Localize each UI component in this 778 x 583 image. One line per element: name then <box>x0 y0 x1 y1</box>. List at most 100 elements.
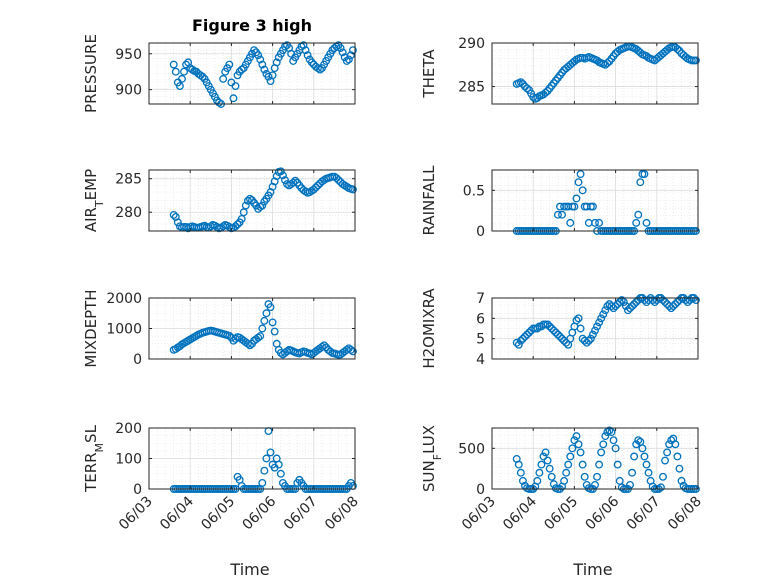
panel-6-data-point <box>593 322 602 331</box>
panel-6-y-tick-label: 7 <box>476 291 485 307</box>
panel-3-y-tick-label: 280 <box>115 205 142 221</box>
panel-3-data-point <box>313 181 322 190</box>
panel-4-major-grid <box>492 170 698 231</box>
panel-2-data-point <box>541 88 550 97</box>
panel-8-data-point <box>663 448 672 457</box>
panel-3-axes: 280 285 AIRTEMP <box>82 167 357 233</box>
panel-2-axes-box <box>491 42 699 105</box>
panel-1-data-point <box>342 56 351 65</box>
panel-6-data-point <box>597 314 606 323</box>
panel-6-data-point <box>545 322 554 331</box>
panel-4-data-point <box>634 210 643 219</box>
panel-8-axes-box <box>491 427 699 490</box>
panel-4-data-point <box>574 178 583 187</box>
panel-8-data-point <box>580 472 589 481</box>
panel-8-data-point <box>667 436 676 445</box>
panel-6-data-point <box>601 306 610 315</box>
panel-8-x-axis-label: Time <box>572 560 612 579</box>
panel-5-data-point <box>348 347 357 356</box>
panel-8-data-point <box>518 476 527 485</box>
panel-7-data-point <box>258 478 267 487</box>
panel-8-data-point <box>630 452 639 461</box>
panel-6-data-point <box>617 296 626 304</box>
panel-6-axes: 4 5 6 7 H2OMIXRA <box>420 288 700 369</box>
panel-6-data-point <box>562 338 571 347</box>
panel-6-data-point <box>671 300 680 309</box>
panel-8-data-point <box>673 452 682 461</box>
panel-1-data-point <box>346 51 355 60</box>
panel-6-data-point <box>624 306 632 315</box>
panel-1-data-point <box>256 55 265 64</box>
panel-7-y-tick-label: 0 <box>133 482 142 498</box>
panel-3-data-point <box>258 201 267 210</box>
panel-6-data-point <box>586 334 595 343</box>
panel-6-axes-box <box>491 297 699 360</box>
panel-6-y-tick-label: 4 <box>476 352 485 368</box>
panel-8-data-point <box>574 440 583 449</box>
panel-3-data-point <box>169 210 178 219</box>
panel-8-data-point <box>603 428 612 437</box>
panel-1-data-point <box>231 82 240 91</box>
panel-1-data-point <box>336 44 345 52</box>
panel-1-data-point <box>299 41 308 50</box>
panel-8-data-point <box>593 472 602 481</box>
panel-3-data-point <box>332 174 341 182</box>
panel-8-data-point <box>545 464 554 473</box>
panel-8-data-point <box>609 436 618 445</box>
panel-6-y-tick-label: 5 <box>476 332 485 348</box>
panel-8-data-point <box>656 483 665 492</box>
panel-4-data-point <box>558 210 566 219</box>
panel-4-data-point <box>588 202 597 211</box>
panel-4-data-point <box>640 170 649 179</box>
panel-3-data-point <box>309 185 318 194</box>
panel-6-data-point <box>615 298 624 307</box>
panel-1-y-axis-label: PRESSURE <box>82 34 100 113</box>
panel-8-y-axis-label: SUNFLUX <box>420 425 444 492</box>
panel-6-data-point <box>551 328 560 337</box>
panel-6-data-point <box>516 336 525 345</box>
panel-4-data-point <box>576 170 585 179</box>
panel-6-data-point <box>533 324 542 333</box>
panel-4-data-point <box>636 178 645 187</box>
panel-5-data-point <box>243 339 252 348</box>
panel-6-data-point <box>609 304 618 313</box>
panel-8-data-point <box>562 468 571 477</box>
panel-4-y-axis-label: RAINFALL <box>420 165 438 236</box>
panel-1-data-point <box>272 58 281 67</box>
panel-4-axes-box <box>491 169 699 232</box>
panel-1-data-point <box>303 51 312 60</box>
panel-3-data-point <box>278 171 287 180</box>
panel-3-data-point <box>291 176 300 185</box>
panel-7-y-tick-label: 100 <box>115 452 142 468</box>
panel-6-data-point <box>558 334 566 343</box>
panel-4-data-point <box>572 194 581 203</box>
panel-1-data-point <box>338 48 347 57</box>
panel-8-data-point <box>570 436 579 445</box>
panel-1-data-point <box>229 94 238 103</box>
panel-5-data-point <box>256 332 265 341</box>
panel-6-data-point <box>650 298 659 307</box>
panel-1-data-point <box>316 65 324 74</box>
panel-5-data-point <box>268 318 277 327</box>
panel-2-y-tick-label: 285 <box>458 80 485 96</box>
panel-5-data-point <box>225 331 234 340</box>
panel-4-data-point <box>595 218 604 227</box>
panel-6-data-point <box>630 300 639 309</box>
panel-2-data-point <box>691 56 700 65</box>
panel-1-data-point <box>175 82 184 91</box>
panel-8-data-point <box>671 440 680 449</box>
panel-6-data-point <box>611 302 620 311</box>
panel-6-data-point <box>518 334 527 343</box>
panel-6-data-point <box>588 330 597 339</box>
panel-4-data-point <box>632 218 641 227</box>
panel-8-data-point <box>644 468 653 477</box>
panel-8-data-point <box>539 452 548 461</box>
panel-5-data-point <box>258 324 267 333</box>
panel-1-data-point <box>313 64 322 73</box>
panel-6-data-point <box>549 326 558 335</box>
panel-6-data-point <box>691 296 700 304</box>
panel-3-data-point <box>281 176 289 184</box>
panel-6-y-axis-label: H2OMIXRA <box>420 288 438 369</box>
panel-6-data-point <box>525 328 534 337</box>
